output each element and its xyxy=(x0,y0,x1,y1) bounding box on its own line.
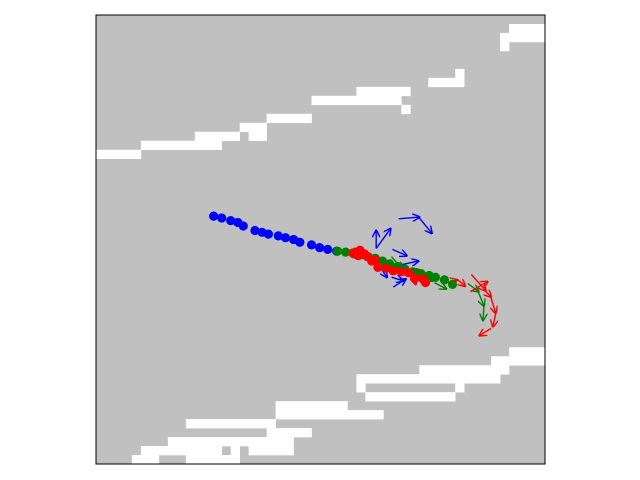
free-space-cell xyxy=(356,383,366,393)
history-point xyxy=(323,244,333,254)
history-point xyxy=(263,229,274,239)
history-point xyxy=(250,225,260,236)
free-space-cell xyxy=(491,356,546,366)
history-point xyxy=(306,240,317,250)
history-heading-arrow xyxy=(392,279,406,288)
free-space-cell xyxy=(455,383,465,393)
free-space-cell xyxy=(500,41,510,52)
free-space-cell xyxy=(266,113,312,124)
occupancy-grid xyxy=(96,23,546,465)
free-space-cell xyxy=(248,131,267,142)
history-point xyxy=(238,221,248,231)
history-point xyxy=(226,216,236,226)
free-space-cell xyxy=(266,428,312,438)
ground-truth-heading-arrow xyxy=(434,281,447,289)
map-frame xyxy=(95,14,546,465)
prediction-heading-arrow xyxy=(470,274,485,291)
history-point xyxy=(315,242,325,253)
prediction-heading-arrow xyxy=(485,291,491,297)
prediction-point xyxy=(367,256,377,266)
history-heading-arrow xyxy=(401,261,418,265)
free-space-cell xyxy=(509,347,546,357)
free-space-cell xyxy=(131,455,160,465)
prediction-heading-arrow xyxy=(479,327,492,335)
free-space-cell xyxy=(365,392,456,402)
ground-truth-point xyxy=(341,247,351,257)
free-space-cell xyxy=(185,419,276,429)
history-point xyxy=(280,233,291,243)
ground-truth-point xyxy=(447,279,458,289)
ground-truth-point xyxy=(332,246,343,256)
free-space-cell xyxy=(167,437,294,447)
map-background xyxy=(96,15,545,464)
free-space-cell xyxy=(509,23,546,34)
ground-truth-point xyxy=(430,272,441,282)
history-heading-arrow xyxy=(418,217,432,233)
free-space-cell xyxy=(275,410,384,420)
history-point xyxy=(295,237,305,247)
free-space-cell xyxy=(230,446,240,456)
free-space-cell xyxy=(311,95,402,106)
prediction-heading-arrow xyxy=(491,297,495,313)
prediction-heading-arrow xyxy=(493,313,496,327)
prediction-point xyxy=(353,251,363,261)
free-space-cell xyxy=(401,104,411,115)
ground-truth-point xyxy=(439,275,450,285)
free-space-cell xyxy=(356,86,411,97)
prediction-point xyxy=(388,266,398,276)
prediction-point xyxy=(396,267,406,277)
history-heading-arrow xyxy=(392,248,406,255)
free-space-cell xyxy=(500,32,546,43)
free-space-cell xyxy=(185,455,240,465)
free-space-cell xyxy=(239,122,267,133)
free-space-cell xyxy=(194,131,240,142)
free-space-cell xyxy=(419,365,510,375)
free-space-cell xyxy=(140,140,223,150)
ground-truth-heading-arrow xyxy=(467,282,479,292)
free-space-cell xyxy=(356,374,501,384)
history-point xyxy=(209,211,219,221)
free-space-cell xyxy=(455,68,465,79)
free-space-cell xyxy=(428,77,465,88)
ground-truth-heading-arrow xyxy=(483,305,484,320)
history-point xyxy=(273,231,283,241)
trajectory-points xyxy=(209,211,458,289)
prediction-point xyxy=(373,262,383,272)
history-point xyxy=(217,213,227,223)
prediction-point xyxy=(420,278,431,288)
free-space-cell xyxy=(248,446,294,456)
history-heading-arrow xyxy=(375,229,390,249)
prediction-heading-arrow xyxy=(456,278,465,286)
ground-truth-heading-arrow xyxy=(479,292,484,305)
free-space-cell xyxy=(96,149,142,159)
free-space-cell xyxy=(275,401,348,411)
free-space-cell xyxy=(140,446,223,456)
prediction-point xyxy=(381,263,391,273)
prediction-point xyxy=(403,268,414,278)
history-heading-arrow xyxy=(398,217,420,219)
prediction-point xyxy=(410,273,420,283)
